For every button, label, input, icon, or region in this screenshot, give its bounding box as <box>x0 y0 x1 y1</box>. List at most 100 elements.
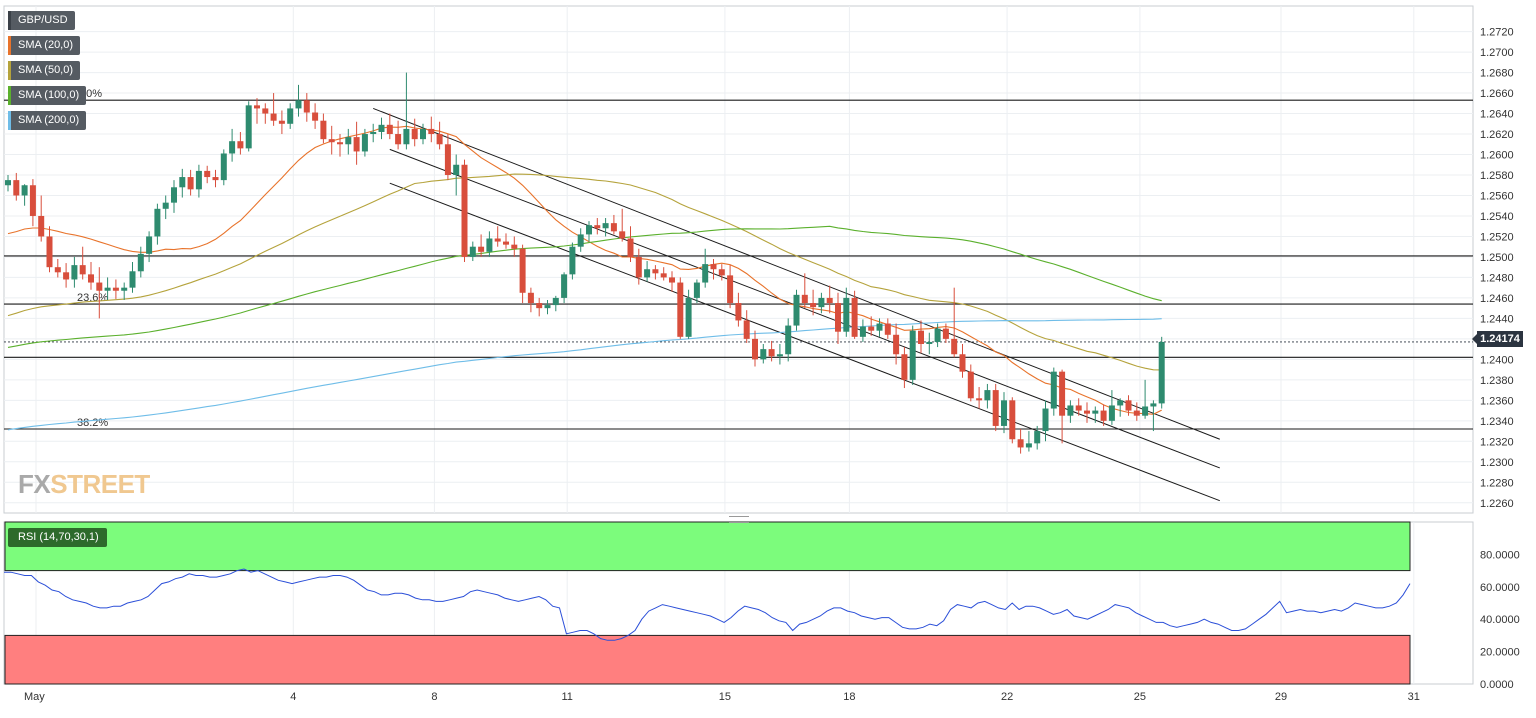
symbol-text: GBP/USD <box>18 14 68 26</box>
candle-bullish <box>345 137 352 145</box>
candle-bullish <box>1142 406 1149 416</box>
candle-bullish <box>129 271 136 288</box>
y-tick-label: 1.2660 <box>1480 88 1514 100</box>
rsi-overbought-zone <box>4 521 1411 572</box>
candle-bearish <box>461 164 468 257</box>
sma-20-label[interactable]: SMA (20,0) <box>8 36 81 55</box>
candle-bearish <box>278 120 285 124</box>
candle-bullish <box>469 246 476 257</box>
candle-bullish <box>378 124 385 132</box>
candle-bearish <box>494 238 501 242</box>
candle-bullish <box>1025 443 1032 448</box>
candle-bearish <box>1084 410 1090 414</box>
candle-bearish <box>444 144 451 175</box>
candle-bullish <box>685 297 692 337</box>
sma-100-text: SMA (100,0) <box>18 89 80 101</box>
y-tick-label: 1.2520 <box>1480 231 1514 243</box>
candle-bullish <box>859 326 866 337</box>
candle-bearish <box>801 294 808 304</box>
candle-bullish <box>926 341 933 344</box>
y-tick-label: 1.2500 <box>1480 252 1514 264</box>
rsi-line <box>4 568 1411 641</box>
candle-bearish <box>967 371 974 399</box>
candle-bearish <box>1009 400 1016 440</box>
candle-bullish <box>909 330 916 380</box>
candle-bullish <box>544 305 551 309</box>
candle-bearish <box>63 272 70 280</box>
candle-bearish <box>46 236 53 268</box>
channel-line <box>389 182 1220 502</box>
candle-bearish <box>519 248 526 293</box>
y-tick-label: 1.2600 <box>1480 150 1514 162</box>
candle-bearish <box>1100 410 1107 421</box>
candle-bearish <box>337 142 343 145</box>
candle-bullish <box>171 187 177 203</box>
sma-100-label[interactable]: SMA (100,0) <box>8 86 87 105</box>
candle-bullish <box>146 236 153 254</box>
candle-bullish <box>577 234 584 247</box>
candle-bullish <box>818 297 825 308</box>
candle-bullish <box>453 164 460 175</box>
candle-bearish <box>254 105 260 109</box>
panel-resize-handle[interactable] <box>729 516 749 523</box>
sma-20-text: SMA (20,0) <box>18 39 74 51</box>
rsi-tick-label: 40.0000 <box>1480 614 1520 626</box>
fxstreet-logo: FXSTREET <box>18 469 150 500</box>
candle-bearish <box>88 274 94 283</box>
sma-50-text: SMA (50,0) <box>18 64 74 76</box>
candle-bullish <box>71 265 78 280</box>
candle-bearish <box>511 244 518 249</box>
candle-bearish <box>411 128 418 140</box>
trend-channel <box>373 107 1220 502</box>
candle-bullish <box>793 294 800 326</box>
candle-bearish <box>992 390 999 426</box>
candle-bearish <box>768 349 775 357</box>
candle-bearish <box>735 303 742 321</box>
symbol-label[interactable]: GBP/USD <box>8 11 75 30</box>
y-tick-label: 1.2260 <box>1480 498 1514 510</box>
candle-bullish <box>702 264 709 283</box>
candle-bullish <box>162 202 169 209</box>
rsi-label[interactable]: RSI (14,70,30,1) <box>8 528 107 547</box>
sma-50-label[interactable]: SMA (50,0) <box>8 61 81 80</box>
y-tick-label: 1.2540 <box>1480 211 1514 223</box>
candle-bearish <box>951 338 958 355</box>
candle-bullish <box>552 297 559 306</box>
candle-bearish <box>594 225 601 229</box>
sma-50-line <box>7 173 1162 371</box>
candle-bullish <box>934 328 941 342</box>
candle-bullish <box>1158 341 1165 404</box>
candle-bearish <box>893 334 900 355</box>
candle-bearish <box>1017 439 1024 448</box>
candle-bearish <box>29 185 36 216</box>
sma-100-line <box>7 225 1162 348</box>
candle-bearish <box>436 134 443 145</box>
logo-fx: FX <box>18 469 51 499</box>
x-tick-label: 15 <box>719 691 731 703</box>
candle-bearish <box>677 282 684 337</box>
x-tick-label: May <box>24 691 45 703</box>
candle-bearish <box>270 113 277 121</box>
x-tick-label: 18 <box>843 691 855 703</box>
current-price-tag: 1.24174 <box>1472 331 1523 347</box>
rsi-tick-label: 0.0000 <box>1480 679 1514 691</box>
candle-bullish <box>984 390 991 401</box>
candle-bearish <box>1059 371 1066 416</box>
candle-bullish <box>1150 403 1157 407</box>
candle-bullish <box>121 287 128 291</box>
candle-bullish <box>1108 405 1115 421</box>
candle-bearish <box>1133 410 1140 416</box>
candle-bearish <box>660 273 667 278</box>
candle-bearish <box>38 215 45 237</box>
candle-bearish <box>752 338 758 360</box>
candle-bearish <box>353 137 360 152</box>
y-tick-label: 1.2580 <box>1480 170 1514 182</box>
x-tick-label: 25 <box>1134 691 1146 703</box>
moving-averages <box>7 125 1162 431</box>
candle-bearish <box>835 303 841 332</box>
sma-200-label[interactable]: SMA (200,0) <box>8 111 87 130</box>
logo-street: STREET <box>50 469 150 499</box>
candle-bearish <box>627 238 634 257</box>
candle-bearish <box>710 264 717 270</box>
